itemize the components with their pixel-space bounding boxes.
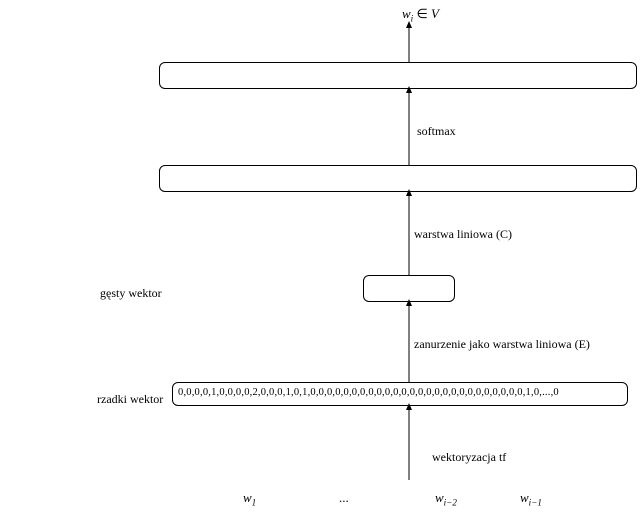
diagram-arrows: [0, 0, 641, 525]
